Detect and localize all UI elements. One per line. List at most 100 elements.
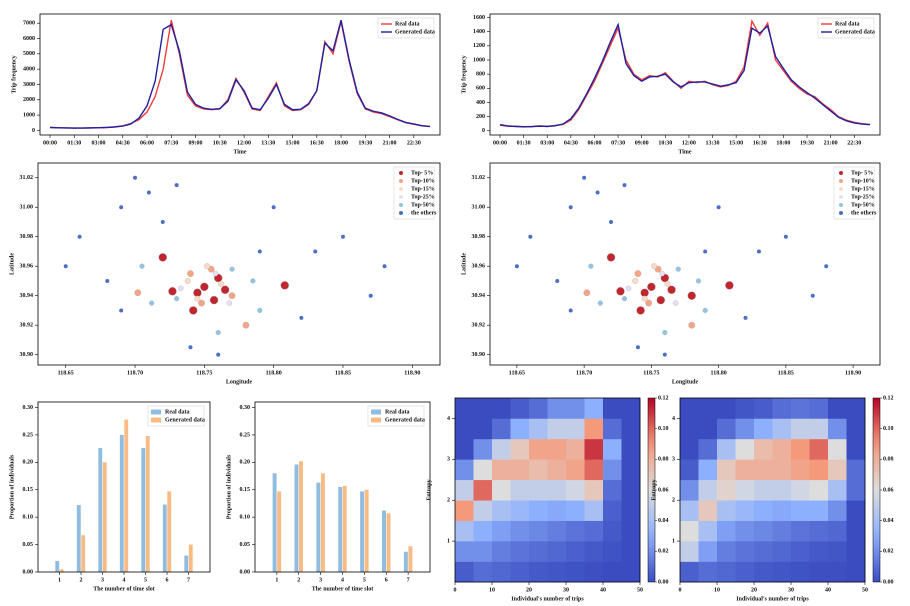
x-tick-label: 1 [58, 577, 61, 583]
heatmap-cell [492, 561, 511, 583]
heatmap-cell [772, 479, 792, 501]
x-tick-label: 30 [788, 587, 794, 593]
y-tick-label: 0.25 [23, 432, 34, 438]
x-tick-label: 7 [187, 577, 190, 583]
heatmap-cell [584, 561, 604, 583]
x-axis-label: The number of time slot [312, 586, 374, 592]
heatmap-cell [529, 459, 548, 481]
point [193, 288, 202, 297]
y-tick-label: 31.00 [472, 205, 486, 211]
heatmap-cell [717, 459, 736, 481]
heatmap-cell [680, 479, 699, 501]
colorbar-label: 0.00 [658, 579, 669, 585]
legend-label: Top-15% [851, 186, 875, 192]
point [216, 352, 221, 357]
heatmap-cell [455, 398, 474, 419]
legend-label: Real data [835, 21, 860, 27]
heatmap-cell [455, 479, 474, 501]
heatmap-cell [603, 459, 622, 481]
colorbar-label: 0.00 [883, 579, 894, 585]
point [105, 278, 110, 283]
road [64, 182, 364, 234]
y-tick-label: 0.05 [240, 542, 251, 548]
heatmap-cell [473, 398, 493, 419]
heatmap-cell [846, 459, 866, 481]
y-axis-label: Proportion of individuals [9, 454, 15, 519]
heatmap-cell [566, 418, 585, 440]
heatmap-cell [791, 520, 810, 542]
heatmap-cell [772, 418, 792, 440]
y-tick-label: 0.10 [23, 515, 34, 521]
legend-label: Real data [165, 409, 190, 415]
x-axis-label: The number of time slot [93, 586, 155, 592]
heatmap-cell [809, 479, 829, 501]
heatmap-cell [698, 438, 718, 460]
colorbar-label: 0.12 [658, 395, 669, 401]
y-tick-label: 5000 [23, 51, 35, 57]
x-tick-label: 118.75 [196, 370, 212, 376]
road [570, 182, 735, 328]
point [555, 278, 560, 283]
x-tick-label: 06:00 [587, 140, 601, 146]
x-tick-label: 0 [454, 587, 457, 593]
x-tick-label: 10:30 [658, 140, 672, 146]
heatmap-cell [492, 438, 511, 460]
heatmap-cell [846, 520, 866, 542]
point [119, 205, 124, 210]
x-tick-label: 12:00 [682, 140, 696, 146]
bar [299, 461, 303, 572]
point [606, 253, 616, 262]
y-tick-label: 30.96 [20, 264, 34, 270]
heatmap-cell [828, 398, 847, 419]
x-tick-label: 30 [563, 587, 569, 593]
heatmap-cell [809, 500, 829, 521]
heatmap-cell [735, 479, 755, 501]
heatmap-cell [473, 438, 493, 460]
heatmap-cell [510, 438, 530, 460]
bar [55, 561, 60, 572]
bar [167, 491, 172, 572]
heatmap-cell [455, 500, 474, 521]
heatmap-cell [680, 561, 699, 583]
heatmap-cell [698, 398, 718, 419]
heatmap-cell [846, 561, 866, 583]
line [499, 22, 871, 128]
point [228, 292, 236, 300]
bar [184, 555, 189, 572]
heatmap-cell [621, 459, 641, 481]
heatmap-cell [717, 500, 736, 521]
chart: 30.90 30.92 30.94 30.96 30.98 31.00 31.02 118.6… [461, 162, 881, 385]
heatmap-cell [510, 418, 530, 440]
point [672, 300, 679, 306]
legend-swatch [839, 187, 843, 191]
point [725, 281, 734, 290]
legend-swatch [399, 195, 403, 199]
y-tick-label: 0.20 [23, 460, 34, 466]
bar [342, 485, 347, 572]
heatmap-cell [584, 459, 604, 481]
point [188, 345, 193, 350]
x-tick-label: 10 [489, 587, 495, 593]
y-tick-label: 31.02 [472, 175, 486, 181]
legend-box [377, 17, 435, 39]
heatmap-cell [584, 479, 604, 501]
point [664, 280, 671, 287]
heatmap-cell [510, 500, 530, 521]
y-tick-label: 4 [672, 416, 675, 422]
heatmap-cell [455, 561, 474, 583]
heatmap-cell [510, 459, 530, 481]
road [157, 225, 237, 296]
point [667, 285, 676, 294]
heatmap-cell [529, 541, 548, 562]
bar [145, 436, 150, 572]
y-tick-label: 2 [447, 498, 450, 504]
y-axis-label: Proportion of individuals [226, 454, 232, 519]
heatmap-cell [529, 418, 548, 440]
point [645, 299, 653, 307]
road [540, 207, 546, 276]
line [499, 18, 871, 128]
road [120, 182, 292, 328]
x-tick-label: 118.75 [643, 370, 659, 376]
chart: 0.00 0.05 0.10 0.15 0.20 0.25 0.30 The number o… [226, 401, 431, 592]
